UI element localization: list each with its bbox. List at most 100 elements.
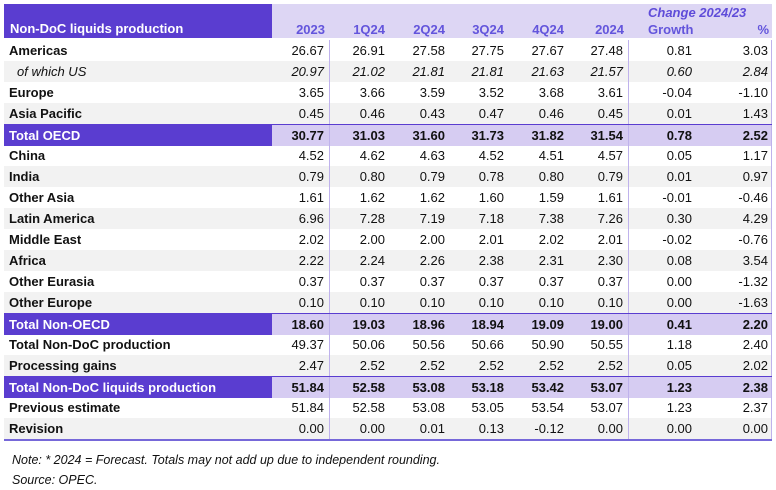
row-value: 0.80: [538, 169, 564, 184]
row-label: Latin America: [9, 211, 95, 226]
row-value: 30.77: [272, 125, 330, 146]
row-value: 2.40: [701, 334, 772, 355]
row-value: 0.00: [272, 418, 330, 439]
table-row: Previous estimate 51.84 52.58 53.08 53.0…: [4, 397, 772, 418]
row-value: 2.31: [538, 253, 564, 268]
row-label: Africa: [9, 253, 46, 268]
header-spacer: [272, 4, 629, 21]
table-row: Middle East 2.02 2.00 2.00 2.01 2.02 2.0…: [4, 229, 772, 250]
row-value: 18.96: [390, 314, 450, 335]
row-value: 52.58: [352, 400, 385, 415]
row-value: 1.62: [419, 190, 445, 205]
table-row: of which US 20.97 21.02 21.81 21.81 21.6…: [4, 61, 772, 82]
row-value: 52.58: [330, 377, 390, 398]
table-row: Latin America 6.96 7.28 7.19 7.18 7.38 7…: [4, 208, 772, 229]
row-value: -0.12: [534, 421, 564, 436]
row-value: 0.79: [419, 169, 445, 184]
row-value: 4.63: [419, 148, 445, 163]
row-label: Processing gains: [9, 358, 117, 373]
table-header: Non-DoC liquids production Change 2024/2…: [4, 4, 772, 38]
row-value: 7.26: [569, 208, 629, 229]
row-value: 4.52: [478, 148, 504, 163]
table-row: Total Non-DoC liquids production 51.84 5…: [4, 376, 772, 398]
row-value: 0.00: [666, 421, 692, 436]
table-row: Europe 3.65 3.66 3.59 3.52 3.68 3.61 -0.…: [4, 82, 772, 103]
row-value: 3.66: [359, 85, 385, 100]
row-value: 2.00: [419, 232, 445, 247]
row-value: 7.28: [359, 211, 385, 226]
row-value: 0.08: [666, 253, 692, 268]
row-value: 50.55: [569, 334, 629, 355]
row-value: 2.01: [478, 232, 504, 247]
table-row: Americas 26.67 26.91 27.58 27.75 27.67 2…: [4, 40, 772, 61]
row-value: 2.02: [538, 232, 564, 247]
row-value: 0.05: [666, 358, 692, 373]
row-value: 0.00: [666, 274, 692, 289]
row-value: 50.06: [352, 337, 385, 352]
row-value: 0.05: [666, 148, 692, 163]
row-value: 0.37: [359, 274, 385, 289]
row-value: 0.81: [666, 43, 692, 58]
table-row: Africa 2.22 2.24 2.26 2.38 2.31 2.30 0.0…: [4, 250, 772, 271]
row-value: 7.38: [538, 211, 564, 226]
change-period-label: Change 2024/23: [629, 4, 772, 21]
row-value: 0.10: [569, 292, 629, 313]
column-header-3q24: 3Q24: [450, 21, 509, 38]
row-value: 0.37: [419, 274, 445, 289]
column-header-growth: Growth: [629, 21, 701, 38]
row-value: -1.10: [701, 82, 772, 103]
row-value: 3.52: [478, 85, 504, 100]
row-value: 53.07: [569, 377, 629, 398]
row-label: Total Non-OECD: [4, 314, 272, 335]
row-value: 0.13: [478, 421, 504, 436]
row-value: 4.29: [701, 208, 772, 229]
row-label: Total OECD: [4, 125, 272, 146]
row-value: 4.52: [272, 145, 330, 166]
row-label: Total Non-DoC production: [9, 337, 171, 352]
row-value: 0.46: [538, 106, 564, 121]
row-label: Europe: [9, 85, 54, 100]
table-title: Non-DoC liquids production: [4, 4, 272, 38]
table-row: Total Non-DoC production 49.37 50.06 50.…: [4, 334, 772, 355]
table-row: China 4.52 4.62 4.63 4.52 4.51 4.57 0.05…: [4, 145, 772, 166]
row-value: 0.97: [701, 166, 772, 187]
row-value: 0.00: [666, 295, 692, 310]
column-header-2024: 2024: [569, 21, 629, 38]
column-header-1q24: 1Q24: [330, 21, 390, 38]
row-value: 0.10: [538, 295, 564, 310]
row-value: 1.43: [701, 103, 772, 124]
column-header-2023: 2023: [272, 21, 330, 38]
row-value: 27.48: [569, 40, 629, 61]
row-value: 3.03: [701, 40, 772, 61]
row-value: 0.30: [666, 211, 692, 226]
row-value: 2.22: [272, 250, 330, 271]
row-value: 1.61: [272, 187, 330, 208]
row-value: 2.01: [569, 229, 629, 250]
row-value: 21.81: [412, 64, 445, 79]
table-row: Revision 0.00 0.00 0.01 0.13 -0.12 0.00 …: [4, 418, 772, 439]
row-label: Other Europe: [9, 295, 93, 310]
row-label: Previous estimate: [9, 400, 121, 415]
row-value: 4.51: [538, 148, 564, 163]
row-value: 31.60: [390, 125, 450, 146]
row-value: 2.24: [359, 253, 385, 268]
row-value: 50.90: [531, 337, 564, 352]
row-label: Other Asia: [9, 190, 75, 205]
row-value: 0.37: [569, 271, 629, 292]
row-value: 1.62: [359, 190, 385, 205]
row-value: 3.59: [419, 85, 445, 100]
table-row: Other Eurasia 0.37 0.37 0.37 0.37 0.37 0…: [4, 271, 772, 292]
table-body: Americas 26.67 26.91 27.58 27.75 27.67 2…: [4, 40, 772, 441]
row-value: 1.61: [569, 187, 629, 208]
row-value: 1.18: [666, 337, 692, 352]
row-value: -1.32: [701, 271, 772, 292]
row-value: 4.62: [359, 148, 385, 163]
row-value: 53.08: [412, 400, 445, 415]
source-text: Source: OPEC.: [12, 473, 98, 487]
row-value: 2.52: [478, 358, 504, 373]
row-value: 53.08: [390, 377, 450, 398]
row-value: 18.60: [272, 314, 330, 335]
row-value: 7.18: [478, 211, 504, 226]
row-value: 0.10: [272, 292, 330, 313]
row-value: 0.79: [272, 166, 330, 187]
